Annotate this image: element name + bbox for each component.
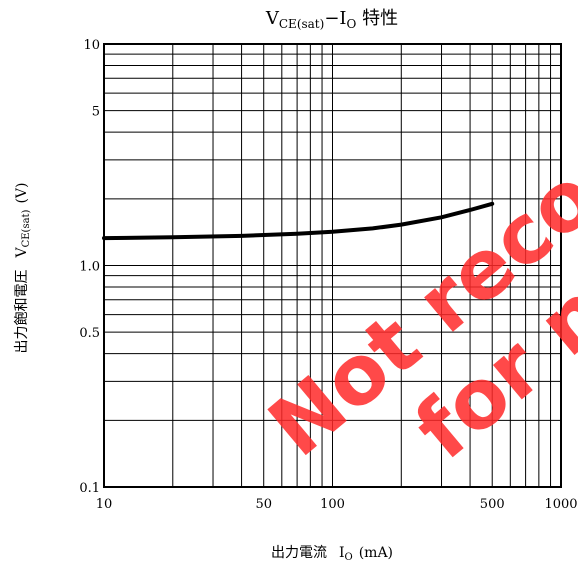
series-line-1 — [102, 201, 495, 241]
x-tick-labels: 10 50 100 500 1000 — [96, 497, 578, 512]
y-tick-label: 10 — [83, 38, 100, 53]
x-tick-label: 1000 — [544, 497, 577, 512]
x-tick-label: 500 — [480, 497, 505, 512]
y-tick-labels: 10 5 1.0 0.5 0.1 — [79, 38, 100, 496]
y-tick-label: 0.1 — [79, 481, 100, 496]
x-tick-label: 50 — [255, 497, 272, 512]
y-tick-label: 5 — [92, 105, 100, 120]
grid-lines — [104, 44, 561, 487]
plot-frame — [103, 43, 562, 488]
y-tick-label: 0.5 — [79, 326, 100, 341]
x-axis-label: 出力電流 IO (mA) — [271, 545, 393, 563]
y-tick-label: 1.0 — [79, 260, 100, 275]
series-layer — [102, 201, 495, 241]
x-tick-label: 10 — [96, 497, 113, 512]
chart-title: VCE(sat)−IO 特性 — [265, 8, 398, 31]
watermark: Not reco for ne — [252, 149, 578, 478]
y-axis-label: 出力飽和電圧VCE(sat)(V) — [13, 182, 32, 353]
x-tick-label: 100 — [320, 497, 345, 512]
